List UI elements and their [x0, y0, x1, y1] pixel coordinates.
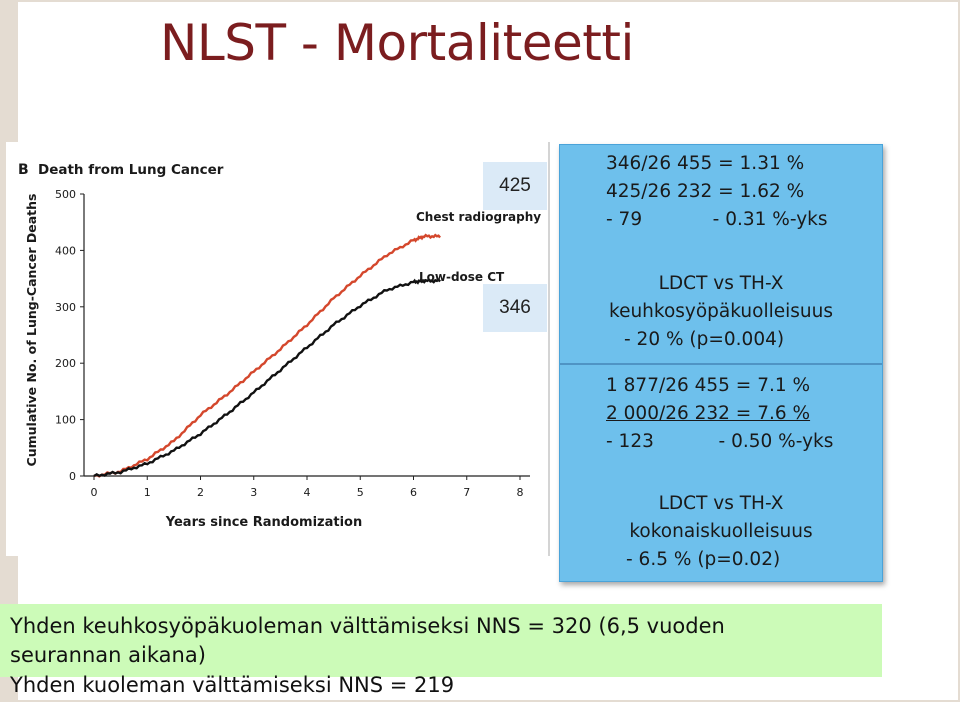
y-tick-label: 200: [55, 357, 76, 370]
y-axis-label: Cumulative No. of Lung-Cancer Deaths: [24, 194, 39, 467]
x-tick-label: 8: [517, 486, 524, 499]
panel-letter: B: [18, 162, 29, 178]
x-tick-label: 6: [410, 486, 417, 499]
nns-lung-cancer-line2: seurannan aikana): [10, 643, 206, 667]
series-line-chest-radiography: [93, 233, 441, 478]
nns-all-cause: Yhden kuoleman välttämiseksi NNS = 219: [10, 673, 455, 697]
lung-cancer-mortality-label: keuhkosyöpäkuolleisuus: [609, 301, 833, 322]
all-cause-chest-rate: 2 000/26 232 = 7.6 %: [606, 403, 811, 424]
lung-cancer-difference: - 79 - 0.31 %-yks: [606, 209, 828, 230]
x-tick-label: 7: [463, 486, 470, 499]
all-cause-result: - 6.5 % (p=0.02): [626, 549, 781, 570]
all-cause-comparison-title: LDCT vs TH-X: [658, 493, 784, 514]
chest-radiography-count: 425: [483, 162, 547, 210]
lung-cancer-comparison-title: LDCT vs TH-X: [658, 273, 784, 294]
slide-title: NLST - Mortaliteetti: [160, 14, 634, 72]
all-cause-ldct-rate: 1 877/26 455 = 7.1 %: [606, 375, 811, 396]
panel-title: Death from Lung Cancer: [38, 162, 224, 178]
x-tick-label: 3: [250, 486, 257, 499]
x-tick-label: 4: [304, 486, 311, 499]
y-tick-label: 300: [55, 301, 76, 314]
all-cause-difference: - 123 - 0.50 %-yks: [606, 431, 834, 452]
low-dose-ct-count: 346: [483, 284, 547, 332]
y-tick-label: 100: [55, 414, 76, 427]
y-tick-label: 500: [55, 188, 76, 201]
lung-cancer-result: - 20 % (p=0.004): [624, 329, 785, 350]
stats-box: 346/26 455 = 1.31 % 425/26 232 = 1.62 % …: [559, 144, 883, 582]
nns-lung-cancer-line1: Yhden keuhkosyöpäkuoleman välttämiseksi …: [10, 614, 725, 638]
x-tick-label: 1: [144, 486, 151, 499]
nns-box: [0, 604, 882, 677]
x-tick-label: 0: [91, 486, 98, 499]
all-cause-mortality-label: kokonaiskuolleisuus: [629, 521, 813, 542]
chart-svg: B Death from Lung Cancer Cumulative No. …: [18, 162, 541, 530]
x-tick-label: 2: [197, 486, 204, 499]
x-tick-label: 5: [357, 486, 364, 499]
series-label-chest-radiography: Chest radiography: [416, 210, 541, 224]
lung-cancer-ldct-rate: 346/26 455 = 1.31 %: [606, 153, 805, 174]
stats-divider: [560, 363, 882, 365]
y-tick-label: 400: [55, 244, 76, 257]
series-label-low-dose-ct: Low-dose CT: [419, 270, 505, 284]
y-tick-label: 0: [69, 470, 76, 483]
lung-cancer-chest-rate: 425/26 232 = 1.62 %: [606, 181, 805, 202]
x-axis-label: Years since Randomization: [165, 515, 362, 530]
lung-cancer-death-chart: B Death from Lung Cancer Cumulative No. …: [6, 142, 550, 556]
series-line-low-dose-ct: [93, 277, 441, 478]
